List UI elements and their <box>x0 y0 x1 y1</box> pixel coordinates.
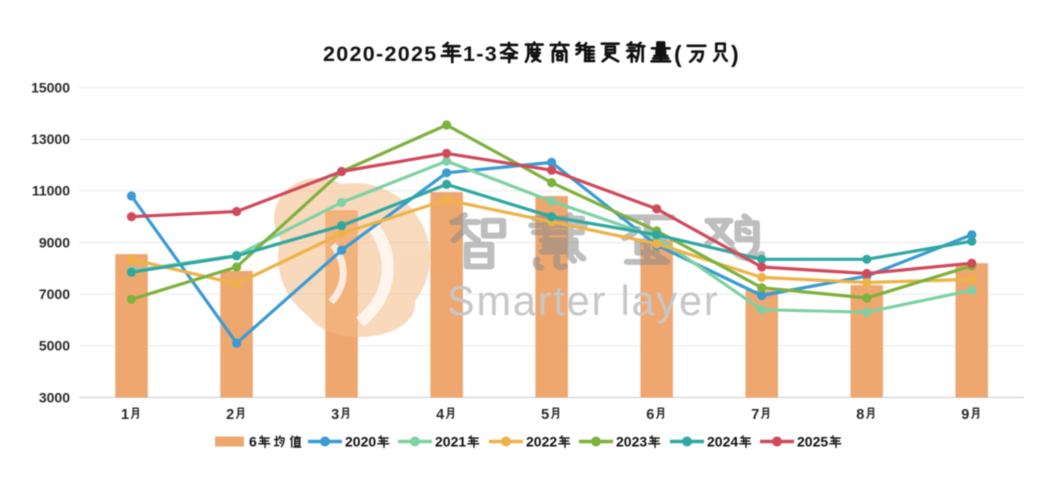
svg-text:1: 1 <box>121 407 129 423</box>
svg-text:6: 6 <box>249 434 257 450</box>
svg-text:2022: 2022 <box>526 434 557 450</box>
svg-text:2: 2 <box>226 407 234 423</box>
svg-text:(: ( <box>674 41 682 67</box>
svg-text:1-3: 1-3 <box>463 42 498 66</box>
svg-text:13000: 13000 <box>31 131 70 147</box>
svg-text:9: 9 <box>961 407 969 423</box>
svg-text:2020: 2020 <box>345 434 376 450</box>
svg-text:2021: 2021 <box>435 434 466 450</box>
svg-text:6: 6 <box>646 407 654 423</box>
svg-text:7000: 7000 <box>39 286 70 302</box>
svg-text:4: 4 <box>436 407 444 423</box>
svg-text:5000: 5000 <box>39 338 70 354</box>
svg-text:11000: 11000 <box>32 183 70 199</box>
svg-text:Smarter layer: Smarter layer <box>447 277 719 324</box>
svg-text:3: 3 <box>331 407 339 423</box>
svg-text:2023: 2023 <box>616 434 647 450</box>
svg-text:15000: 15000 <box>31 79 70 95</box>
svg-text:5: 5 <box>541 407 549 423</box>
svg-text:): ) <box>731 41 739 67</box>
svg-text:7: 7 <box>751 407 759 423</box>
svg-text:2020-2025: 2020-2025 <box>323 42 438 66</box>
svg-text:9000: 9000 <box>39 234 70 250</box>
svg-text:2025: 2025 <box>797 434 828 450</box>
svg-text:8: 8 <box>856 407 864 423</box>
svg-text:2024: 2024 <box>707 434 738 450</box>
svg-text:3000: 3000 <box>39 389 70 405</box>
